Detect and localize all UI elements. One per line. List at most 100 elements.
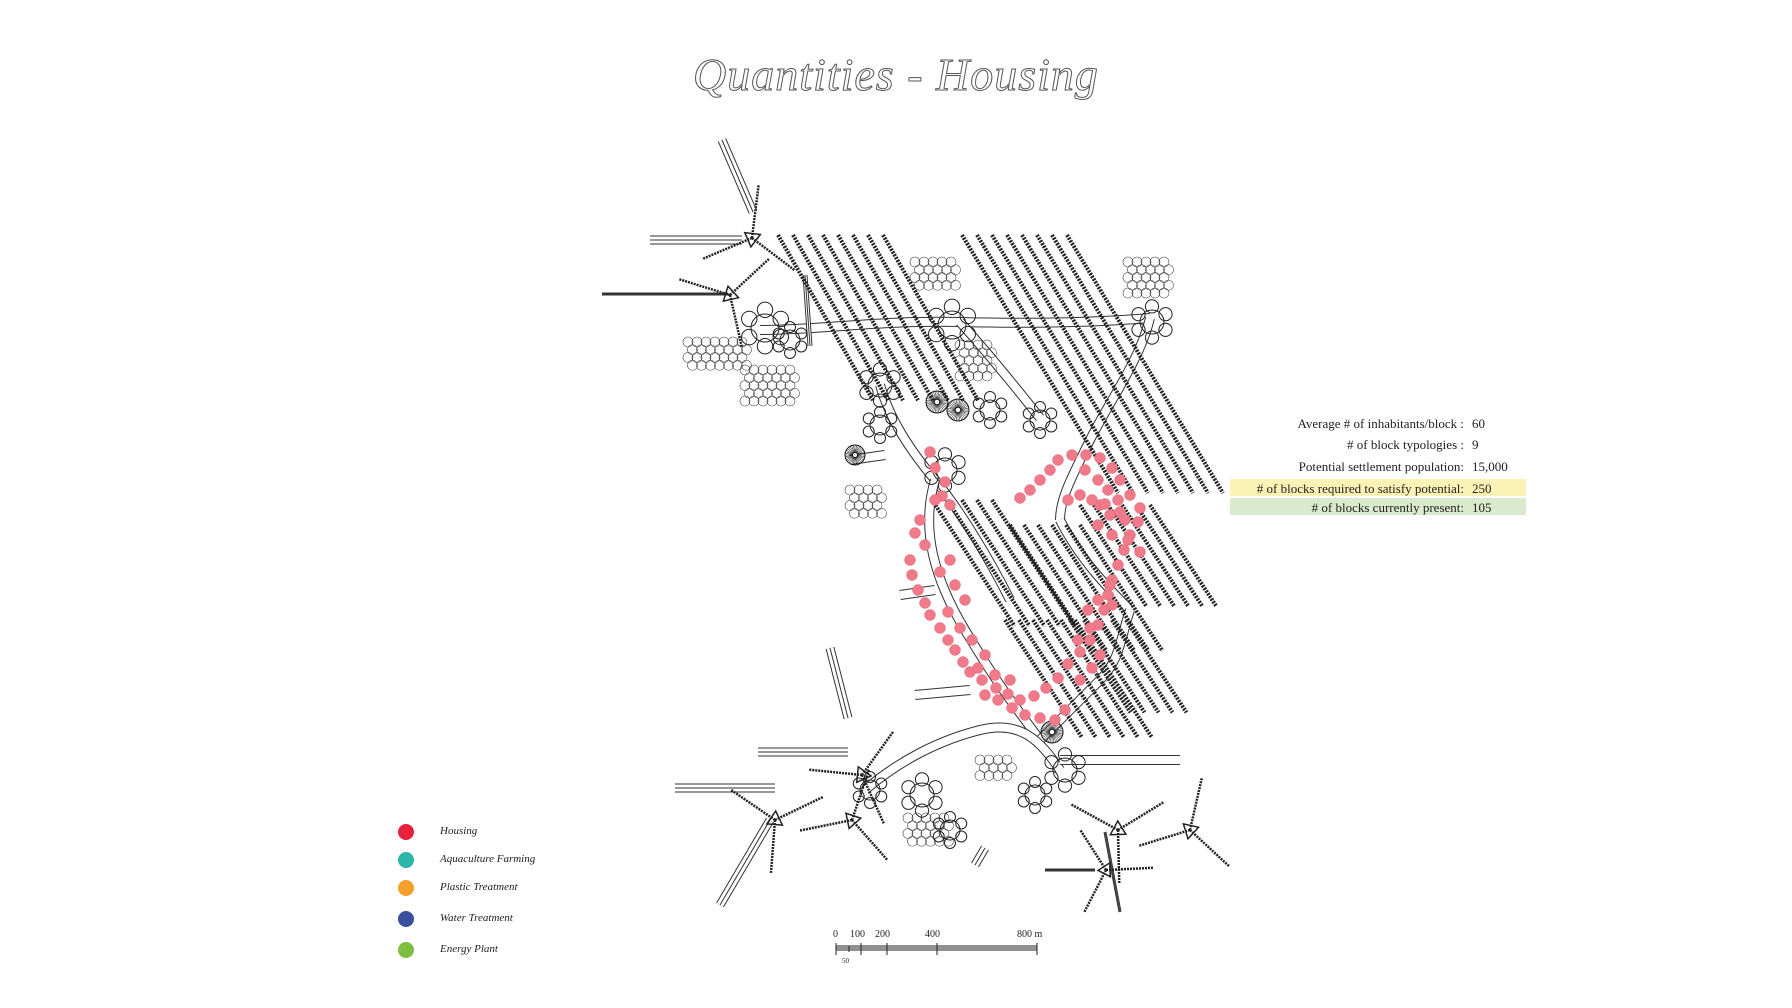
hub-petal	[741, 328, 758, 346]
stat-label: Average # of inhabitants/block :	[1297, 416, 1464, 431]
dock-bar	[806, 234, 905, 402]
housing-marker	[989, 669, 1001, 681]
hex-cell	[954, 370, 966, 382]
hub-ring	[869, 414, 891, 436]
pier-centerline	[719, 819, 771, 906]
stat-value: 60	[1472, 416, 1485, 431]
hex-cell	[1149, 256, 1161, 268]
dock-bar	[1031, 618, 1112, 739]
housing-marker	[1112, 494, 1124, 506]
legend-item-plastic: Plastic Treatment	[398, 878, 598, 898]
radial-plant	[925, 390, 949, 414]
housing-marker	[1074, 489, 1086, 501]
hub-petal	[872, 393, 888, 408]
dock-bar	[930, 498, 1017, 628]
hex-cell	[1122, 272, 1134, 283]
housing-marker	[1028, 690, 1040, 702]
hex-cell	[983, 770, 995, 781]
hub-petal	[1045, 420, 1058, 433]
hex-cell	[849, 492, 860, 504]
hub-petal	[872, 362, 888, 377]
housing-marker	[919, 597, 931, 609]
radial-core	[954, 406, 962, 414]
housing-marker	[979, 649, 991, 661]
hub-petal	[862, 425, 875, 438]
housing-marker	[1122, 534, 1134, 546]
hex-cell	[963, 355, 975, 366]
hex-cell	[1136, 279, 1147, 291]
scale-label: 800 m	[1017, 929, 1043, 940]
hub-petal	[756, 338, 774, 355]
hub-petal	[928, 780, 943, 795]
housing-marker	[939, 476, 951, 488]
housing-marker	[934, 622, 946, 634]
hub	[1022, 401, 1058, 439]
hub-petal	[1044, 770, 1059, 785]
housing-marker	[906, 569, 918, 581]
housing-marker	[1014, 694, 1026, 706]
hub	[1017, 776, 1053, 814]
hex-cell	[916, 835, 927, 847]
scale-label: 0	[833, 929, 838, 940]
y-arm	[750, 184, 760, 239]
hex-cell	[862, 500, 874, 511]
housing-marker	[957, 656, 969, 668]
stat-row-typologies: # of block typologies : 9	[1230, 435, 1530, 454]
dock-bar	[1078, 503, 1148, 607]
hub-petal	[951, 470, 966, 485]
hex-cell	[992, 754, 1004, 766]
hex-cell	[914, 264, 925, 276]
hex-cell	[909, 272, 921, 283]
hex-cell	[977, 362, 988, 374]
hex-cell	[983, 754, 995, 766]
housing-marker	[1092, 519, 1104, 531]
hex-cell	[974, 754, 986, 766]
legend-label: Water Treatment	[440, 912, 513, 924]
housing-marker	[1052, 454, 1064, 466]
hex-cell	[762, 372, 773, 384]
hub-petal	[937, 447, 953, 462]
housing-marker	[1066, 449, 1078, 461]
hex-cell	[727, 336, 739, 348]
hex-cell	[775, 395, 787, 407]
hub-petal	[772, 327, 785, 340]
y-arm	[851, 819, 889, 862]
hub-petal	[1017, 782, 1030, 795]
hex-cell	[941, 279, 952, 291]
hex-cell	[739, 395, 751, 407]
hex-cell	[920, 812, 932, 824]
hex-cell	[1131, 256, 1143, 268]
y-arm	[850, 768, 871, 821]
housing-marker	[924, 446, 936, 458]
hex-cell	[762, 387, 773, 399]
hub-petal	[1158, 307, 1173, 322]
hub-ring	[867, 372, 893, 398]
hex-cell	[705, 359, 716, 371]
hex-cell	[862, 484, 874, 496]
hex-cell	[1127, 279, 1138, 291]
hex-cell	[911, 828, 923, 839]
hex-cell	[1154, 279, 1165, 291]
stat-highlight	[1230, 479, 1526, 496]
hub-petal	[859, 370, 874, 385]
hub-ring	[939, 819, 961, 841]
hub-petal	[1071, 755, 1086, 770]
dock-bar	[1020, 233, 1180, 495]
hex-cell	[920, 828, 932, 839]
housing-marker	[972, 662, 984, 674]
hub-petal	[1158, 322, 1173, 337]
hub-petal	[955, 817, 968, 830]
hub-ring	[1024, 784, 1046, 806]
hub-petal	[1029, 776, 1041, 788]
hub-petal	[772, 340, 785, 353]
hex-cell	[714, 359, 725, 371]
hex-cell	[1140, 256, 1152, 268]
hub	[928, 298, 976, 352]
stat-value: 250	[1472, 481, 1492, 496]
hub-ring	[909, 782, 935, 808]
dock-bar	[990, 233, 1150, 495]
housing-marker	[942, 634, 954, 646]
hex-cell	[923, 279, 934, 291]
hub-petal	[943, 298, 961, 315]
stat-row-inhabitants: Average # of inhabitants/block : 60	[1230, 414, 1530, 433]
